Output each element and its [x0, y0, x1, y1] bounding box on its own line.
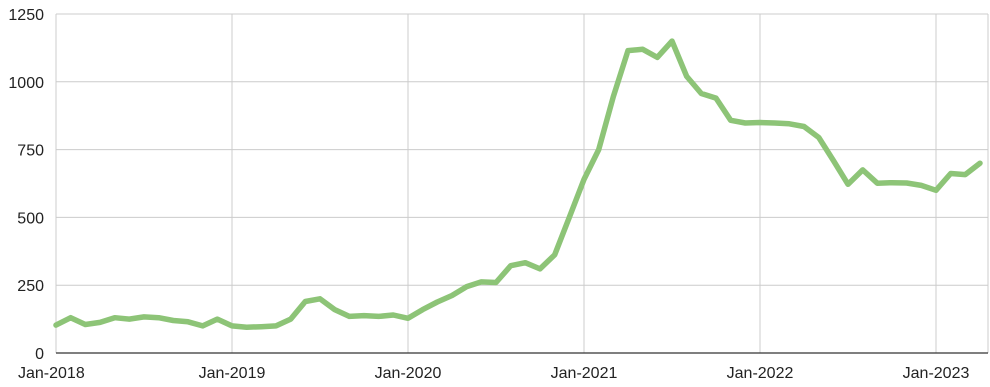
y-tick-label: 750 — [17, 143, 44, 160]
grid-lines — [55, 13, 989, 353]
y-tick-label: 500 — [17, 210, 44, 227]
y-tick-label: 0 — [35, 346, 44, 363]
x-tick-label: Jan-2018 — [18, 365, 85, 382]
y-tick-label: 1000 — [8, 75, 44, 92]
x-tick-label: Jan-2022 — [727, 365, 794, 382]
series-layer — [53, 38, 983, 330]
y-tick-label: 250 — [17, 278, 44, 295]
y-tick-labels: 0 250 500 750 1000 1250 — [8, 7, 44, 363]
x-tick-labels: Jan-2018 Jan-2019 Jan-2020 Jan-2021 Jan-2022… — [18, 365, 969, 382]
y-tick-label: 1250 — [8, 7, 44, 24]
x-tick-label: Jan-2020 — [375, 365, 442, 382]
x-tick-label: Jan-2019 — [199, 365, 266, 382]
x-tick-label: Jan-2023 — [903, 365, 970, 382]
series-line — [53, 38, 983, 330]
x-tick-label: Jan-2021 — [551, 365, 618, 382]
